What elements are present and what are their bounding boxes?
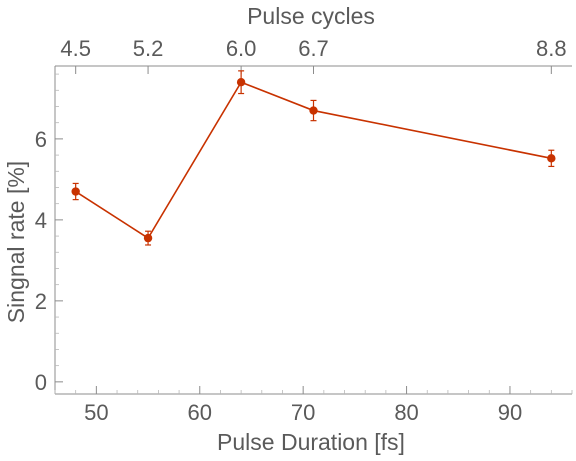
y-axis-title: Singnal rate [%] [3,161,29,323]
x-tick-label: 60 [188,400,212,425]
top-tick-label: 6.7 [298,36,329,61]
top-tick-label: 6.0 [226,36,257,61]
y-tick-label: 6 [35,127,47,152]
y-tick-label: 2 [35,289,47,314]
data-point [71,187,80,196]
x-tick-label: 90 [498,400,522,425]
x-axis-title: Pulse Duration [fs] [217,429,405,455]
top-tick-label: 4.5 [60,36,91,61]
data-point [547,154,556,163]
top-tick-label: 5.2 [133,36,164,61]
data-point [143,233,153,243]
top-axis-title: Pulse cycles [247,3,375,29]
top-axis-ticks: 4.5 5.2 6.0 6.7 8.8 [60,36,567,74]
data-point [309,106,318,115]
x-tick-label: 80 [394,400,418,425]
y-axis-ticks: 0 2 4 6 [35,127,63,395]
minor-ticks [54,73,573,394]
x-tick-label: 70 [291,400,315,425]
series-layer [71,70,556,246]
x-tick-label: 50 [84,400,108,425]
x-axis-ticks: 50 60 70 80 90 [84,386,522,425]
y-tick-label: 4 [35,208,47,233]
y-tick-label: 0 [35,370,47,395]
top-tick-label: 8.8 [536,36,567,61]
data-point [236,77,246,87]
